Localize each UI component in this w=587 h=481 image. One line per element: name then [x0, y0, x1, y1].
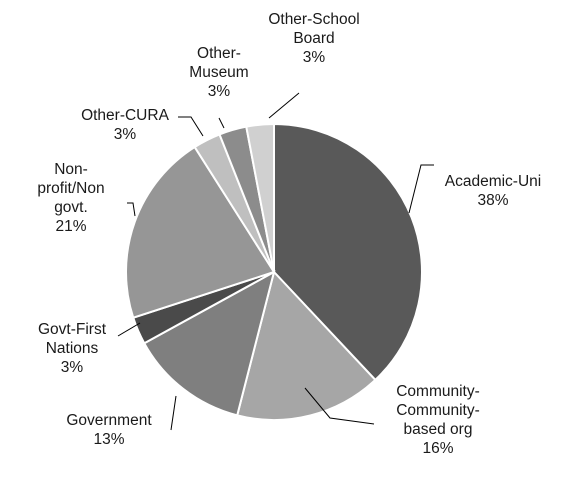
slice-labels: Academic-Uni 38% Community- Community-based…	[37, 11, 541, 457]
slice-percent-3: 3%	[61, 359, 84, 376]
slice-name-2: Government	[66, 412, 152, 429]
slice-percent-0: 38%	[477, 192, 508, 209]
slice-percent-1: 16%	[422, 440, 453, 457]
slice-percent-4: 21%	[55, 218, 86, 235]
slice-name-3: Govt-First	[38, 321, 107, 338]
slice-name-3: Nations	[46, 340, 99, 357]
slice-name-7: Board	[293, 30, 334, 47]
slice-label-2: Government 13%	[66, 412, 152, 448]
slice-name-6: Other-	[197, 45, 241, 62]
slice-name-1: Community-	[396, 383, 480, 400]
leader-line-6	[218, 117, 225, 129]
slice-percent-7: 3%	[303, 49, 326, 66]
pie-slice-2	[142, 270, 276, 417]
leader-line-5	[178, 116, 204, 137]
leader-lines	[117, 92, 434, 431]
slice-label-0: Academic-Uni 38%	[445, 173, 541, 209]
slice-label-5: Other-CURA 3%	[81, 107, 170, 143]
slice-label-6: Other- Museum 3%	[189, 45, 248, 100]
leader-line-3	[117, 322, 141, 337]
slice-percent-5: 3%	[114, 126, 137, 143]
slice-name-0: Academic-Uni	[445, 173, 541, 190]
slice-name-1: based org	[404, 421, 473, 438]
leader-line-2	[170, 395, 177, 431]
pie-slice-7	[245, 122, 275, 273]
slice-name-4: Non-	[54, 161, 88, 178]
pie-slice-1	[235, 269, 377, 421]
leader-line-7	[268, 92, 300, 119]
slice-percent-2: 13%	[93, 431, 124, 448]
pie-slice-4	[125, 145, 276, 319]
slice-label-3: Govt-First Nations 3%	[38, 321, 107, 376]
pie-slices	[125, 122, 423, 421]
leader-line-4	[127, 202, 136, 217]
slice-label-1: Community- Community-based org 16%	[396, 383, 480, 457]
slice-name-6: Museum	[189, 64, 248, 81]
slice-name-1: Community-	[396, 402, 480, 419]
pie-slice-0	[273, 122, 423, 382]
slice-label-7: Other-School Board 3%	[268, 11, 359, 66]
slice-label-4: Non-profit/Non govt. 21%	[37, 161, 104, 235]
slice-percent-6: 3%	[208, 83, 231, 100]
slice-name-4: profit/Non	[37, 180, 104, 197]
leader-line-1	[304, 387, 375, 425]
slice-name-4: govt.	[54, 199, 88, 216]
slice-name-5: Other-CURA	[81, 107, 170, 124]
leader-line-0	[408, 164, 434, 214]
slice-name-7: Other-School	[268, 11, 359, 28]
